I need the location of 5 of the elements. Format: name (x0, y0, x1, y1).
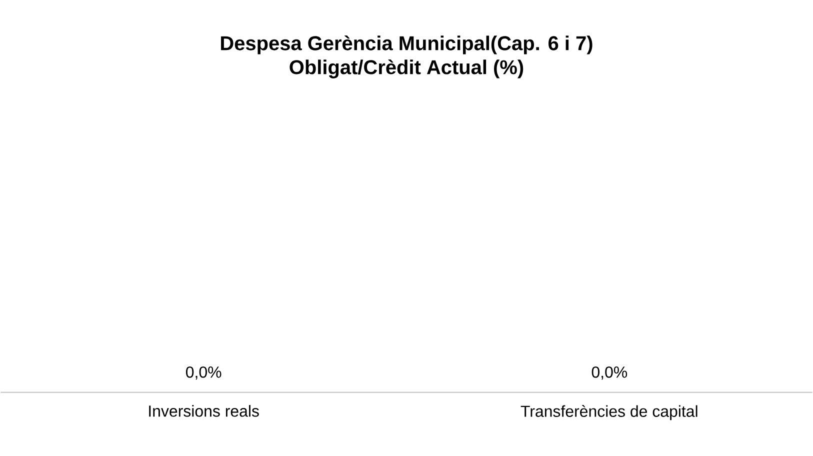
data-label: 0,0% (186, 366, 222, 380)
text: Despesa Gerència Municipal(Cap. 6 i 7) Obligat/Crèdit Actual (%) (221, 35, 592, 78)
category-label: Transferències de capital (520, 404, 698, 420)
data-label: 0,0% (592, 366, 628, 380)
category-label: Inversions reals (149, 404, 259, 417)
